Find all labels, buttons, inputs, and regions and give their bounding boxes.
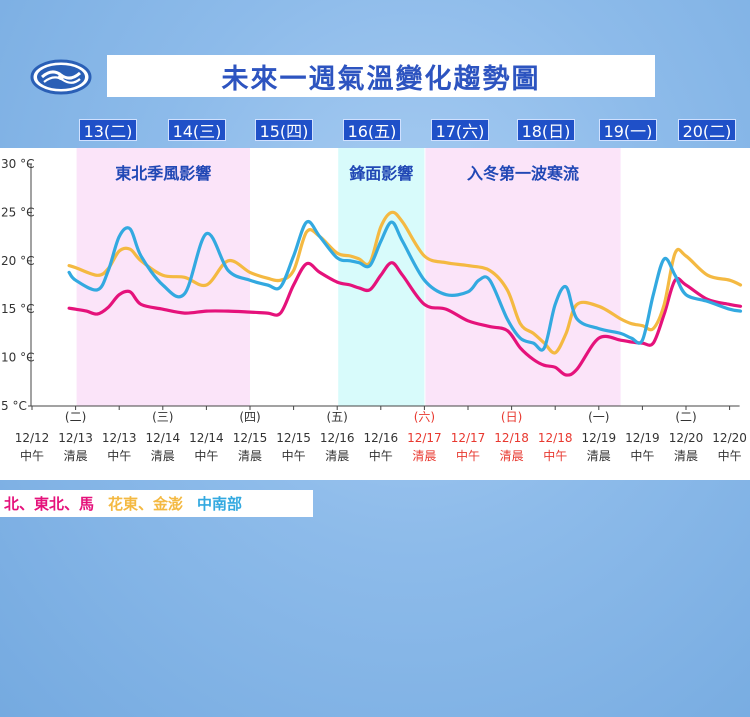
day-tab-19: 19(一) [599, 119, 657, 141]
day-tab-20: 20(二) [678, 119, 736, 141]
legend-north: 北、東北、馬 [4, 493, 94, 514]
day-tab-17: 17(六) [431, 119, 489, 141]
region-label-0: 東北季風影響 [115, 164, 211, 183]
day-tab-14: 14(三) [168, 119, 226, 141]
legend: 北、東北、馬 花東、金澎 中南部 [0, 490, 313, 517]
x-weekday-label: (四) [239, 410, 260, 424]
region-bands: 東北季風影響 鋒面影響 入冬第一波寒流 [77, 148, 621, 406]
x-date-label: 12/17 [407, 431, 442, 445]
y-tick-label: 10 °C [1, 351, 34, 365]
region-label-2: 入冬第一波寒流 [467, 164, 579, 183]
x-date-label: 12/20 [669, 431, 704, 445]
x-date-label: 12/13 [58, 431, 93, 445]
day-tab-18: 18(日) [517, 119, 575, 141]
legend-central-south: 中南部 [197, 493, 242, 514]
x-period-label: 中午 [630, 448, 654, 463]
x-weekday-label: (二) [675, 410, 696, 424]
x-weekday-label: (三) [152, 410, 173, 424]
x-period-label: 清晨 [151, 449, 175, 463]
region-label-1: 鋒面影響 [348, 164, 413, 183]
y-tick-label: 20 °C [1, 254, 34, 268]
x-weekday-label: (五) [327, 410, 348, 424]
x-period-label: 清晨 [674, 449, 698, 463]
x-date-label: 12/17 [451, 431, 486, 445]
x-date-label: 12/19 [582, 431, 617, 445]
x-period-label: 中午 [369, 448, 393, 463]
x-period-label: 中午 [107, 448, 131, 463]
x-period-label: 中午 [20, 448, 44, 463]
y-tick-label: 5 °C [1, 399, 27, 413]
day-tab-15: 15(四) [255, 119, 313, 141]
x-period-label: 清晨 [412, 449, 436, 463]
x-date-label: 12/18 [494, 431, 529, 445]
x-weekday-label: (二) [65, 410, 86, 424]
day-tab-13: 13(二) [79, 119, 137, 141]
x-period-label: 中午 [718, 448, 742, 463]
x-date-label: 12/19 [625, 431, 660, 445]
x-period-label: 中午 [282, 448, 306, 463]
x-date-label: 12/16 [320, 431, 355, 445]
x-weekday-label: (六) [414, 410, 435, 424]
x-period-label: 中午 [456, 448, 480, 463]
y-tick-label: 30 °C [1, 157, 34, 171]
x-period-label: 清晨 [238, 449, 262, 463]
region-band-2 [425, 148, 620, 406]
temperature-chart: 東北季風影響 鋒面影響 入冬第一波寒流 5 °C 10 °C 15 °C 20 °C 25 … [0, 148, 750, 480]
x-weekday-label: (一) [588, 410, 609, 424]
x-period-label: 清晨 [64, 449, 88, 463]
x-date-label: 12/14 [189, 431, 224, 445]
x-date-label: 12/16 [364, 431, 399, 445]
x-date-label: 12/15 [276, 431, 311, 445]
x-period-label: 中午 [543, 448, 567, 463]
x-weekday-label: (日) [501, 410, 522, 424]
x-period-label: 中午 [194, 448, 218, 463]
x-period-label: 清晨 [587, 449, 611, 463]
day-tab-16: 16(五) [343, 119, 401, 141]
y-tick-label: 25 °C [1, 205, 34, 219]
x-date-label: 12/12 [15, 431, 50, 445]
y-tick-label: 15 °C [1, 302, 34, 316]
weather-bureau-logo [30, 58, 92, 96]
x-period-label: 清晨 [325, 449, 349, 463]
page-title: 未來一週氣溫變化趨勢圖 [222, 57, 541, 96]
legend-east: 花東、金澎 [108, 493, 183, 514]
x-period-label: 清晨 [500, 449, 524, 463]
x-date-label: 12/18 [538, 431, 573, 445]
x-date-label: 12/15 [233, 431, 268, 445]
title-box: 未來一週氣溫變化趨勢圖 [107, 55, 655, 97]
x-date-label: 12/14 [146, 431, 181, 445]
x-date-label: 12/20 [712, 431, 747, 445]
x-date-label: 12/13 [102, 431, 137, 445]
